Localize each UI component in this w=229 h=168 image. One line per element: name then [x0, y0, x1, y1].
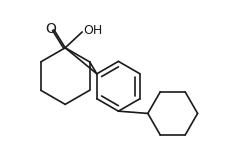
Text: O: O	[45, 22, 56, 36]
Text: OH: OH	[83, 24, 102, 37]
